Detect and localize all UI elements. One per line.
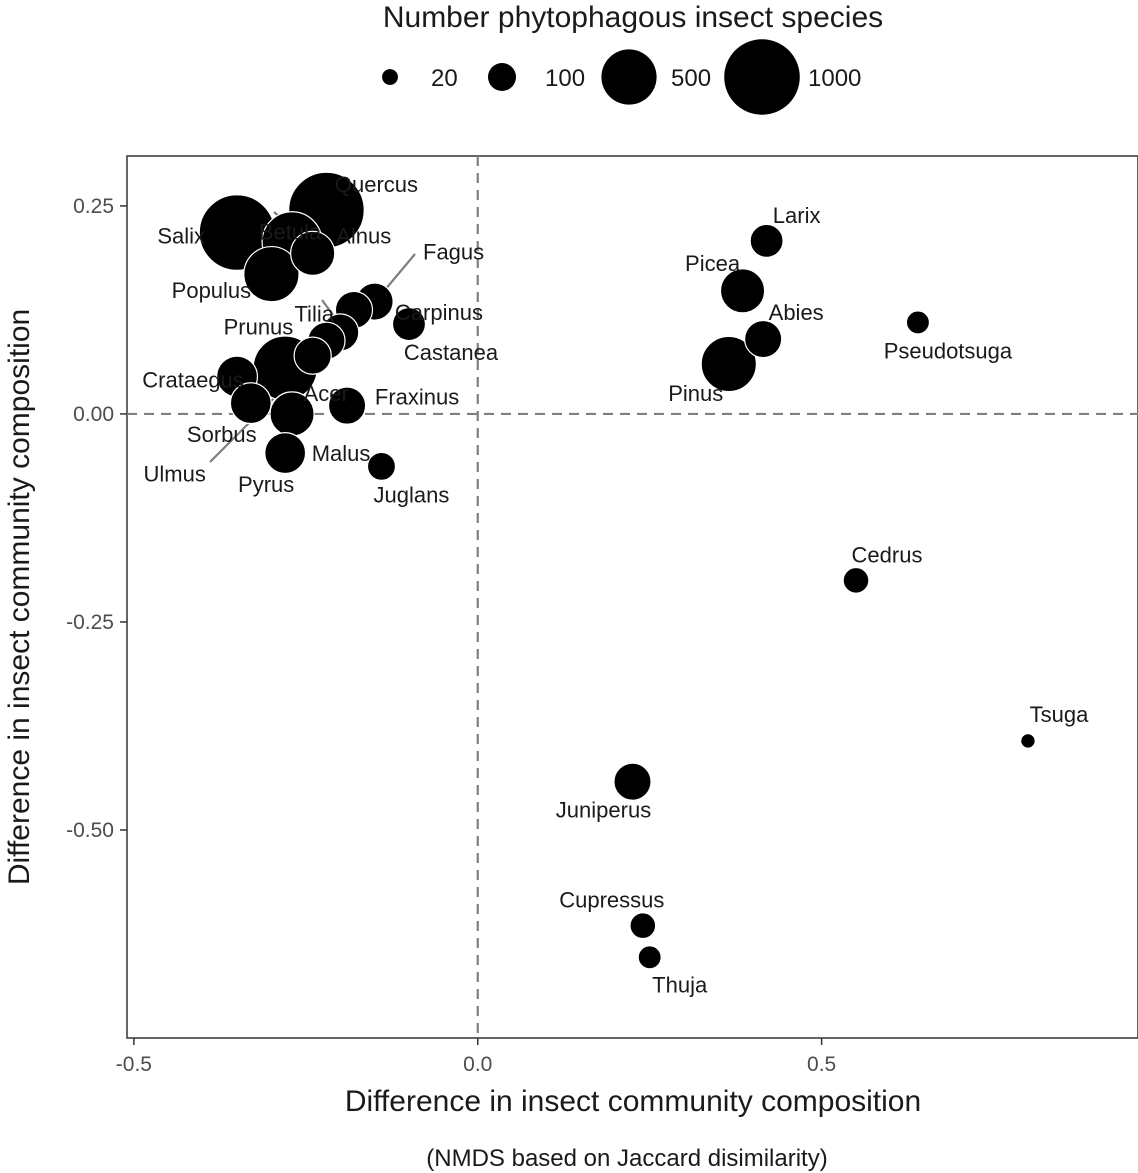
label-juglans: Juglans: [374, 482, 450, 507]
x-axis-title: Difference in insect community compositi…: [345, 1085, 921, 1118]
point-populus: [243, 245, 300, 303]
y-tick-label: 0.00: [73, 403, 114, 426]
label-larix: Larix: [773, 203, 821, 228]
legend-label-100: 100: [545, 65, 585, 92]
label-sorbus: Sorbus: [187, 422, 257, 447]
point-cedrus: [842, 566, 870, 594]
x-axis-subtitle: (NMDS based on Jaccard disimilarity): [426, 1145, 827, 1172]
point-fraxinus: [327, 386, 367, 425]
point-pinus: [700, 335, 757, 393]
y-tick-label: 0.25: [73, 195, 114, 218]
label-pinus: Pinus: [668, 381, 723, 406]
label-thuja: Thuja: [652, 972, 708, 997]
point-thuja: [637, 945, 662, 970]
label-betula: Betula: [259, 220, 322, 245]
label-crataegus: Crataegus: [142, 368, 244, 393]
point-pseudotsuga: [905, 310, 931, 335]
point-cupressus: [629, 912, 657, 940]
legend-label-1000: 1000: [808, 65, 861, 92]
legend-label-20: 20: [431, 65, 458, 92]
y-tick-label: -0.25: [66, 611, 114, 634]
x-tick-label: 0.5: [807, 1053, 836, 1076]
point-castanea: [391, 307, 427, 342]
label-quercus: Quercus: [335, 172, 418, 197]
y-axis-title: Difference in insect community compositi…: [3, 309, 36, 885]
label-acer: Acer: [304, 381, 349, 406]
y-tick-label: -0.50: [66, 819, 114, 842]
label-pseudotsuga: Pseudotsuga: [884, 338, 1013, 363]
point-tsuga: [1020, 733, 1036, 749]
x-tick-label: -0.5: [116, 1053, 152, 1076]
axis-ticks: -0.5 0.0 0.5 0.25 0.00 -0.25 -0.50: [66, 195, 836, 1076]
label-juniperus: Juniperus: [556, 798, 651, 823]
label-tilia: Tilia: [294, 301, 334, 326]
label-fraxinus: Fraxinus: [375, 385, 459, 410]
point-abies: [744, 319, 783, 359]
legend-key-100: [488, 63, 516, 91]
point-juniperus: [613, 762, 652, 801]
point-ulmus: [293, 336, 332, 375]
legend-label-500: 500: [671, 65, 711, 92]
data-points: [198, 171, 1036, 970]
plot-panel: [126, 155, 1138, 1039]
label-cupressus: Cupressus: [559, 888, 664, 913]
point-labels: Quercus Salix Betula Alnus Populus Fagus Carpi…: [142, 172, 1089, 997]
legend-key-20: [382, 69, 398, 85]
label-salix: Salix: [157, 224, 205, 249]
label-malus: Malus: [312, 441, 371, 466]
x-tick-label: 0.0: [463, 1053, 492, 1076]
label-cedrus: Cedrus: [852, 542, 923, 567]
label-picea: Picea: [685, 251, 741, 276]
label-populus: Populus: [172, 278, 252, 303]
point-larix: [749, 223, 784, 258]
point-sorbus: [229, 382, 272, 425]
label-prunus: Prunus: [224, 315, 294, 340]
label-ulmus: Ulmus: [144, 462, 206, 487]
legend-title: Number phytophagous insect species: [383, 1, 883, 34]
legend-key-500: [601, 49, 657, 105]
point-pyrus: [264, 432, 307, 475]
point-alnus: [290, 230, 336, 277]
label-castanea: Castanea: [404, 340, 499, 365]
legend-items: 20 100 500 1000: [382, 39, 861, 115]
label-pyrus: Pyrus: [238, 472, 294, 497]
label-tsuga: Tsuga: [1030, 702, 1089, 727]
size-legend: Number phytophagous insect species 20 100…: [382, 1, 883, 115]
label-carpinus: Carpinus: [395, 300, 483, 325]
point-picea: [719, 268, 766, 314]
point-juglans: [366, 451, 397, 481]
legend-key-1000: [724, 39, 800, 115]
label-alnus: Alnus: [336, 223, 391, 248]
label-fagus: Fagus: [423, 240, 484, 265]
label-abies: Abies: [769, 300, 824, 325]
